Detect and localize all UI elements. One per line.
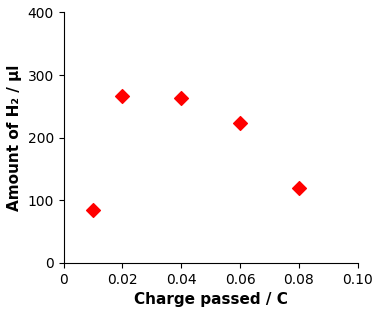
Y-axis label: Amount of H₂ / μl: Amount of H₂ / μl	[7, 64, 22, 211]
Point	[178, 96, 184, 101]
Point	[237, 120, 243, 125]
Point	[296, 185, 302, 190]
Point	[119, 93, 125, 98]
X-axis label: Charge passed / C: Charge passed / C	[134, 292, 288, 307]
Point	[90, 207, 96, 212]
